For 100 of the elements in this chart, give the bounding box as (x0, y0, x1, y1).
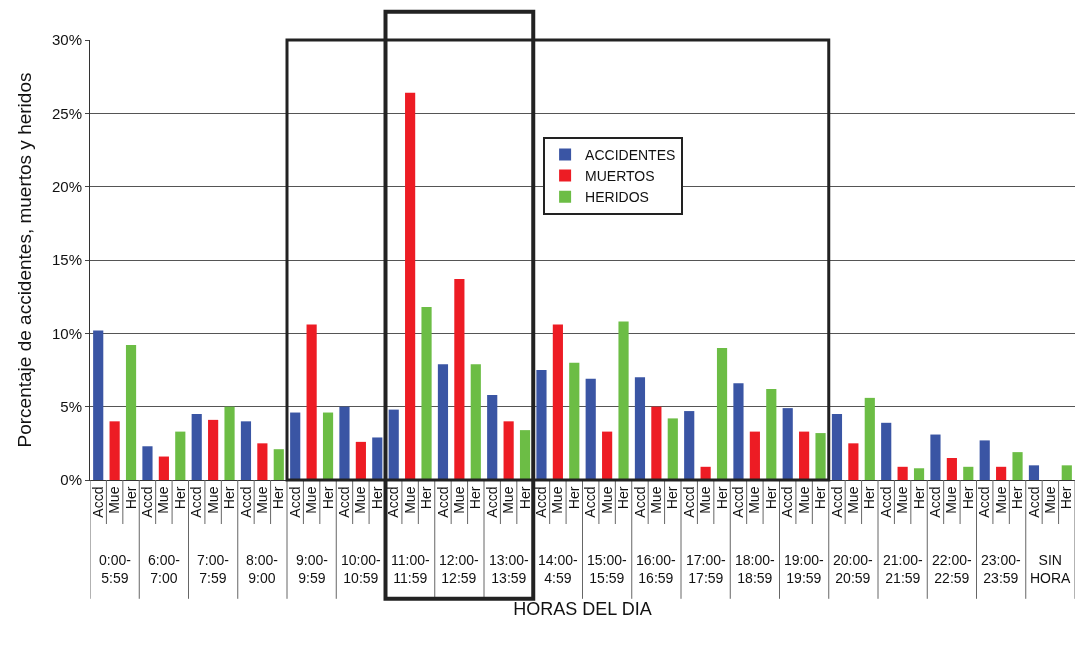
x-tick-label: Mue (549, 486, 566, 514)
x-tick-label: Her (368, 486, 385, 510)
bar (372, 437, 383, 480)
text: 9:00- 9:59 (296, 552, 329, 587)
x-tick-label: Accd (779, 486, 796, 518)
bar (569, 362, 580, 480)
text: SIN HORA (1030, 552, 1072, 587)
bar (93, 330, 104, 480)
x-tick-label: Mue (647, 486, 664, 514)
text: 10:00- 10:59 (341, 552, 382, 587)
bar (963, 466, 974, 480)
x-tick-label: Accd (631, 486, 648, 518)
x-tick-label: Accd (286, 486, 303, 518)
bar (109, 421, 120, 480)
text: 22:00- 22:59 (932, 552, 973, 587)
bar (470, 364, 481, 480)
bar (519, 430, 531, 480)
bar (191, 414, 202, 480)
x-tick-label: Her (713, 486, 730, 510)
bar (208, 419, 219, 480)
bar (881, 422, 892, 480)
x-tick-label: Mue (697, 486, 714, 514)
x-tick-label: Accd (483, 486, 500, 518)
bar (405, 92, 416, 480)
bar (634, 377, 646, 480)
x-tick-label: Mue (450, 486, 467, 514)
x-tick-label: Mue (894, 486, 911, 514)
bar (322, 412, 334, 480)
bar (996, 466, 1007, 480)
bar (1061, 465, 1072, 480)
x-tick-label: Accd (680, 486, 697, 518)
text: 8:00- 9:00 (246, 552, 279, 587)
y-tick-label: 20% (51, 177, 82, 195)
x-axis-title: HORAS DEL DIA (513, 598, 652, 619)
bar (503, 421, 514, 480)
text: 18:00- 18:59 (735, 552, 776, 587)
bar (946, 458, 957, 480)
text: 19:00- 19:59 (784, 552, 825, 587)
x-tick-label: Accd (976, 486, 993, 518)
bar (667, 418, 678, 480)
bar (848, 443, 859, 480)
x-tick-label: Accd (89, 486, 106, 518)
text: 21:00- 21:59 (883, 552, 924, 587)
bar (733, 383, 744, 480)
text: 20:00- 20:59 (833, 552, 874, 587)
x-tick-label: Her (861, 486, 878, 510)
bar (766, 389, 777, 480)
x-tick-label: Mue (303, 486, 320, 514)
text: 23:00- 23:59 (981, 552, 1022, 587)
text: 7:00- 7:59 (197, 552, 230, 587)
x-tick-label: Mue (943, 486, 960, 514)
bar (749, 431, 760, 480)
x-tick-label: Her (171, 486, 188, 510)
x-tick-label: Her (565, 486, 582, 510)
y-tick-label: 0% (60, 471, 82, 489)
x-tick-label: Accd (533, 486, 550, 518)
bar (864, 397, 875, 480)
bar (799, 431, 810, 480)
x-tick-label: Accd (582, 486, 599, 518)
x-tick-label: Mue (598, 486, 615, 514)
bar (700, 466, 711, 480)
x-tick-label: Her (615, 486, 632, 510)
legend-label: ACCIDENTES (585, 146, 676, 163)
x-tick-label: Her (270, 486, 287, 510)
bar (651, 406, 662, 480)
bar (240, 421, 252, 480)
x-tick-label: Her (516, 486, 533, 510)
text: 12:00- 12:59 (439, 552, 480, 587)
x-tick-label: Mue (500, 486, 517, 514)
x-tick-label: Her (122, 486, 139, 510)
bar (1012, 452, 1023, 480)
bar (273, 449, 284, 480)
text: 16:00- 16:59 (636, 552, 677, 587)
x-tick-label: Accd (139, 486, 156, 518)
x-tick-label: Mue (1041, 486, 1058, 514)
bar (585, 378, 596, 480)
bar (257, 443, 268, 480)
x-tick-label: Her (1058, 486, 1075, 510)
x-tick-label: Mue (106, 486, 123, 514)
x-tick-label: Mue (352, 486, 369, 514)
bar (437, 364, 449, 480)
bar (175, 431, 186, 480)
bar (142, 446, 153, 480)
y-tick-label: 10% (51, 324, 82, 342)
x-tick-label: Accd (927, 486, 944, 518)
x-tick-label: Accd (237, 486, 254, 518)
x-tick-label: Her (762, 486, 779, 510)
x-tick-label: Accd (877, 486, 894, 518)
bar (125, 345, 137, 480)
bar (716, 348, 728, 480)
text: 15:00- 15:59 (587, 552, 628, 587)
bar (782, 408, 793, 480)
bar (487, 394, 498, 480)
bar (1028, 465, 1040, 480)
y-tick-label: 5% (60, 397, 82, 415)
x-tick-label: Her (664, 486, 681, 510)
bar (421, 306, 432, 480)
x-tick-label: Mue (401, 486, 418, 514)
x-tick-label: Her (467, 486, 484, 510)
x-tick-label: Mue (746, 486, 763, 514)
